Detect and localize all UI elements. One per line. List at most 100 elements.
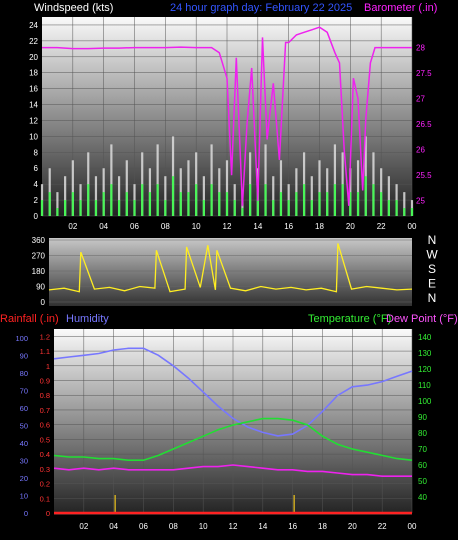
temp-x-tick-label: 20	[348, 522, 357, 531]
dewpoint-line	[53, 464, 412, 478]
compass-label: W	[426, 248, 438, 262]
windspeed-tick-label: 0	[34, 212, 39, 221]
humidity-tick-label: 0	[24, 509, 28, 518]
temp-x-tick-label: 02	[79, 522, 88, 531]
temp-x-tick-label: 12	[229, 522, 238, 531]
wind-x-tick-label: 08	[161, 222, 170, 231]
temperature-tick-label: 130	[418, 349, 432, 358]
windspeed-tick-label: 12	[29, 116, 38, 125]
rainfall-tick-label: 0.9	[40, 377, 50, 386]
wind-direction-line	[48, 243, 413, 293]
compass-label: E	[428, 277, 436, 291]
rainfall-axis-label: Rainfall (.in)	[0, 313, 59, 325]
compass-label: S	[428, 262, 436, 276]
compass-label: N	[428, 291, 437, 305]
temp-x-tick-label: 10	[199, 522, 208, 531]
temp-x-tick-label: 14	[258, 522, 267, 531]
humidity-tick-label: 10	[20, 491, 28, 500]
wind-x-tick-label: 22	[377, 222, 386, 231]
temp-x-tick-label: 08	[169, 522, 178, 531]
temperature-tick-label: 90	[418, 413, 427, 422]
direction-plot-area	[49, 238, 412, 306]
rainfall-tick-label: 0.6	[40, 421, 50, 430]
humidity-tick-label: 70	[20, 386, 28, 395]
dewpoint-axis-label: Dew Point (°F)	[386, 313, 458, 325]
temp-axes: 0 0.1 0.2 0.3 0.4 0.5 0.6 0.7 0.8 0.9 1 1.1 1.2 0 10 20…	[15, 332, 431, 531]
barometer-tick-label: 25.5	[416, 171, 432, 180]
wind-x-tick-label: 14	[253, 222, 262, 231]
chart-title: 24 hour graph day: February 22 2025	[170, 2, 352, 14]
direction-tick-label: 360	[32, 236, 46, 245]
windspeed-tick-label: 2	[34, 196, 39, 205]
windspeed-tick-label: 6	[34, 164, 39, 173]
rainfall-tick-label: 0.3	[40, 465, 50, 474]
humidity-line	[53, 347, 413, 437]
wind-x-tick-label: 18	[315, 222, 324, 231]
temperature-tick-label: 80	[418, 429, 427, 438]
temperature-tick-label: 100	[418, 397, 432, 406]
compass-label: N	[428, 233, 437, 247]
wind-x-tick-label: 10	[192, 222, 201, 231]
rainfall-tick-label: 1.1	[40, 347, 50, 356]
temperature-tick-label: 50	[418, 477, 427, 486]
rainfall-tick-label: 0.8	[40, 391, 50, 400]
windspeed-tick-label: 4	[34, 180, 39, 189]
humidity-tick-label: 100	[15, 334, 28, 343]
temperature-tick-label: 120	[418, 365, 432, 374]
windspeed-tick-label: 22	[29, 37, 38, 46]
windspeed-tick-label: 20	[29, 53, 38, 62]
rainfall-tick-label: 0.4	[40, 450, 50, 459]
barometer-tick-label: 28	[416, 44, 425, 53]
windspeed-tick-label: 8	[34, 148, 39, 157]
temp-x-tick-label: 04	[109, 522, 118, 531]
windspeed-tick-label: 18	[29, 69, 38, 78]
temperature-tick-label: 40	[418, 493, 427, 502]
wind-x-tick-label: 16	[284, 222, 293, 231]
temp-x-tick-label: 16	[288, 522, 297, 531]
barometer-tick-label: 25	[416, 197, 425, 206]
rainfall-tick-label: 0.5	[40, 435, 50, 444]
wind-x-tick-label: 12	[223, 222, 232, 231]
rainfall-tick-label: 0.1	[40, 494, 50, 503]
temp-series	[53, 347, 413, 515]
direction-tick-label: 270	[32, 252, 46, 261]
humidity-tick-label: 50	[20, 421, 28, 430]
temperature-axis-label: Temperature (°F)	[308, 313, 391, 325]
humidity-axis-label: Humidity	[66, 313, 109, 325]
barometer-tick-label: 26.5	[416, 120, 432, 129]
humidity-tick-label: 20	[20, 474, 28, 483]
humidity-tick-label: 90	[20, 351, 28, 360]
windspeed-tick-label: 14	[29, 101, 38, 110]
rainfall-tick-label: 0	[46, 509, 50, 518]
temperature-tick-label: 60	[418, 461, 427, 470]
barometer-axis-label: Barometer (.in)	[364, 2, 437, 14]
direction-tick-label: 0	[41, 298, 46, 307]
temp-x-tick-label: 22	[378, 522, 387, 531]
barometer-line	[42, 26, 412, 206]
wind-x-tick-label: 20	[346, 222, 355, 231]
windspeed-tick-label: 16	[29, 85, 38, 94]
temperature-tick-label: 140	[418, 333, 432, 342]
temperature-tick-label: 110	[418, 381, 431, 390]
wind-x-tick-label: 02	[68, 222, 77, 231]
rainfall-tick-label: 1.2	[40, 332, 50, 341]
rainfall-tick-label: 1	[46, 362, 50, 371]
barometer-tick-label: 27	[416, 95, 425, 104]
humidity-tick-label: 60	[20, 404, 28, 413]
temperature-line	[53, 417, 413, 462]
temperature-tick-label: 70	[418, 445, 427, 454]
wind-x-tick-label: 06	[130, 222, 139, 231]
humidity-tick-label: 80	[20, 369, 28, 378]
barometer-tick-label: 27.5	[416, 69, 432, 78]
humidity-tick-label: 40	[20, 439, 28, 448]
rainfall-tick-label: 0.2	[40, 480, 50, 489]
barometer-tick-label: 26	[416, 146, 425, 155]
rainfall-tick-label: 0.7	[40, 406, 50, 415]
direction-series	[48, 243, 413, 293]
temp-x-tick-label: 00	[408, 522, 417, 531]
wind-series	[40, 26, 414, 216]
wind-axes: 0246810121416182022242525.52626.52727.52…	[29, 21, 432, 231]
